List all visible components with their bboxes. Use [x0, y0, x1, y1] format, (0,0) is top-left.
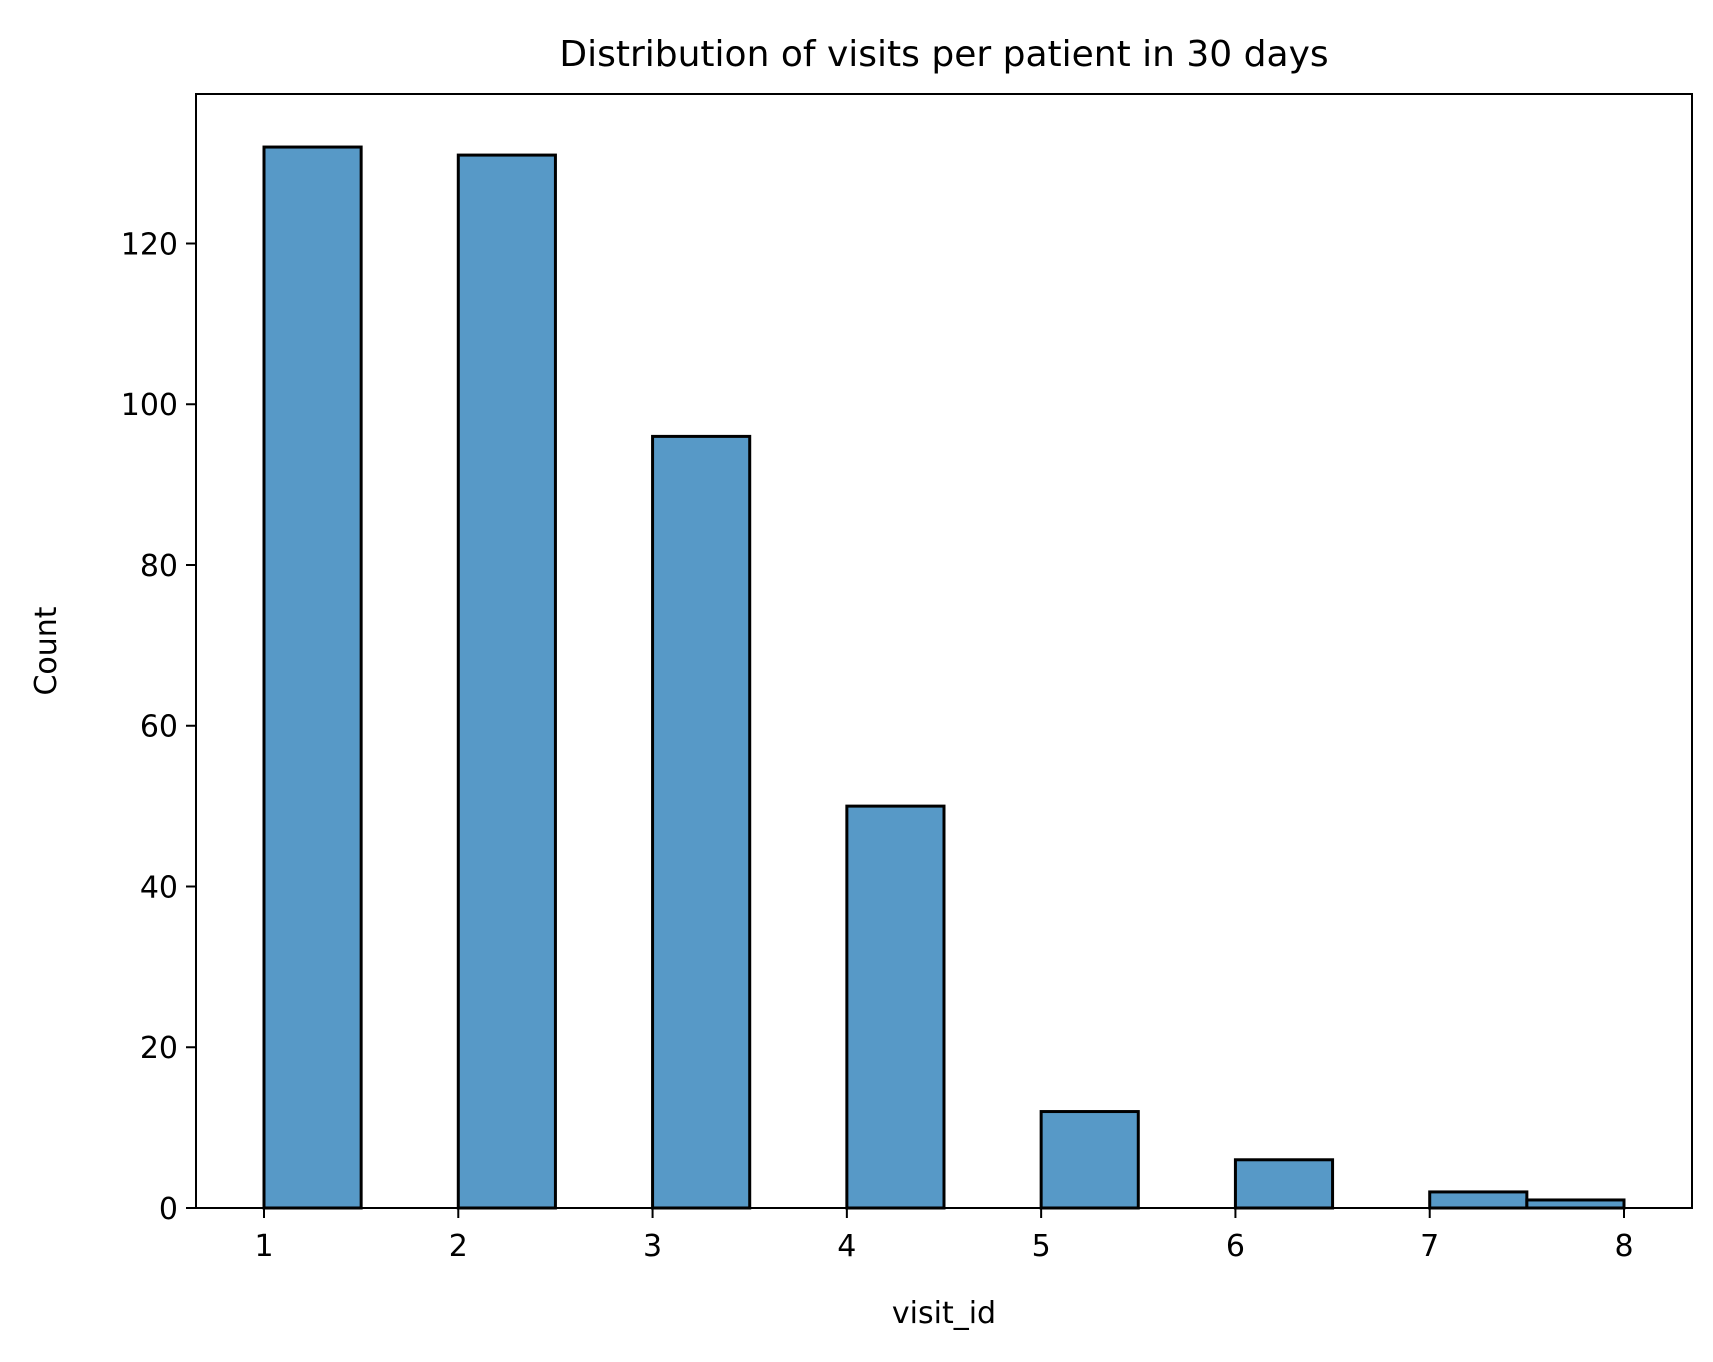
- x-tick-label: 7: [1420, 1229, 1439, 1264]
- x-tick-label: 4: [837, 1229, 856, 1264]
- plot-frame: [195, 93, 1693, 1209]
- histogram-bar: [845, 804, 946, 1210]
- histogram-bar: [262, 145, 363, 1210]
- x-tick-label: 6: [1226, 1229, 1245, 1264]
- y-tick-label: 120: [121, 227, 178, 262]
- y-tick-label: 40: [140, 870, 178, 905]
- bars-group: [262, 145, 1626, 1210]
- x-axis-ticks: 1 2 3 4 5 6 7 8: [254, 1208, 1634, 1264]
- histogram-bar: [651, 434, 752, 1210]
- x-tick-label: 5: [1032, 1229, 1051, 1264]
- histogram-bar: [456, 153, 557, 1210]
- y-tick-label: 100: [121, 388, 178, 423]
- x-tick-label: 3: [643, 1229, 662, 1264]
- y-tick-label: 60: [140, 710, 178, 745]
- y-tick-label: 20: [140, 1031, 178, 1066]
- y-axis-ticks: 0 20 40 60 80 100 120: [121, 227, 196, 1227]
- histogram-bar: [1039, 1110, 1140, 1210]
- y-tick-label: 80: [140, 549, 178, 584]
- x-axis-label: visit_id: [892, 1296, 996, 1331]
- y-tick-label: 0: [159, 1192, 178, 1227]
- histogram-bar: [1233, 1158, 1335, 1210]
- y-axis-label: Count: [29, 606, 64, 695]
- histogram-bar: [1428, 1190, 1529, 1210]
- x-tick-label: 8: [1614, 1229, 1633, 1264]
- histogram-bar: [1525, 1198, 1626, 1210]
- x-tick-label: 2: [449, 1229, 468, 1264]
- x-tick-label: 1: [254, 1229, 273, 1264]
- chart-title: Distribution of visits per patient in 30…: [559, 34, 1328, 75]
